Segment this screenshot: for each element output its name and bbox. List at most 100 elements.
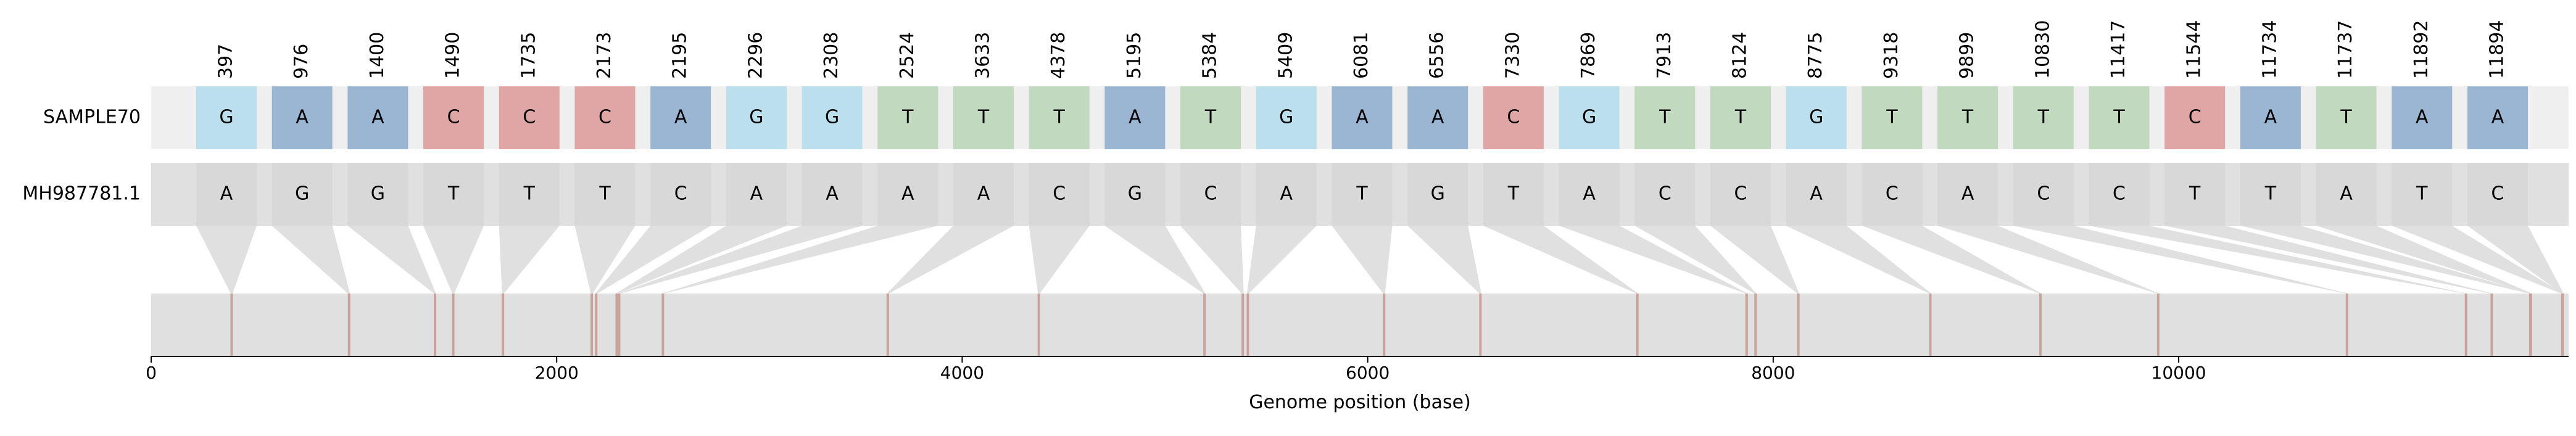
sample-base-cell <box>2089 86 2150 149</box>
sample-base-label: C <box>1507 107 1520 128</box>
reference-base-label: C <box>1053 183 1066 205</box>
reference-base-cell <box>1256 163 1317 226</box>
reference-base-label: T <box>1356 183 1368 205</box>
position-label: 5195 <box>1124 32 1145 79</box>
variant-connector <box>1246 226 1317 294</box>
position-label: 6081 <box>1351 32 1372 79</box>
variant-connector <box>1180 226 1244 294</box>
variant-connector <box>2164 226 2493 294</box>
variant-connector <box>1029 226 1090 294</box>
position-label: 7869 <box>1578 32 1599 79</box>
sample-base-label: A <box>1356 107 1369 128</box>
sample-base-cell <box>499 86 560 149</box>
reference-base-cell <box>1862 163 1923 226</box>
x-tick-label: 8000 <box>1751 363 1795 383</box>
variant-connector <box>2392 226 2564 294</box>
sample-base-label: A <box>371 107 384 128</box>
reference-base-label: T <box>1507 183 1520 205</box>
sample-base-cell <box>271 86 333 149</box>
reference-base-label: G <box>295 183 309 205</box>
sample-base-cell <box>726 86 787 149</box>
genome-track <box>151 294 2569 356</box>
sample-base-label: G <box>1279 107 1293 128</box>
sample-base-cell <box>1180 86 1241 149</box>
variant-line-group <box>230 294 2564 356</box>
reference-base-cell <box>2164 163 2226 226</box>
reference-base-cell <box>1634 163 1696 226</box>
sample-base-label: G <box>825 107 839 128</box>
reference-base-cell <box>1331 163 1393 226</box>
reference-base-label: G <box>371 183 385 205</box>
variant-connector <box>347 226 436 294</box>
position-label: 5384 <box>1199 32 1221 79</box>
sample-base-cell <box>1104 86 1166 149</box>
variant-connector <box>196 226 257 294</box>
sample-base-label: G <box>1809 107 1823 128</box>
reference-base-label: T <box>598 183 611 205</box>
reference-base-cell <box>423 163 484 226</box>
sample-base-label: C <box>447 107 460 128</box>
sample-base-label: T <box>1734 107 1747 128</box>
position-label: 11737 <box>2335 20 2356 79</box>
reference-base-cell <box>1786 163 1847 226</box>
position-label: 7913 <box>1654 32 1675 79</box>
reference-base-label: C <box>1886 183 1899 205</box>
reference-base-label: C <box>1734 183 1747 205</box>
variant-connector <box>1937 226 2160 294</box>
reference-base-label: A <box>1280 183 1293 205</box>
x-axis-label: Genome position (base) <box>1249 392 1471 413</box>
reference-base-cell <box>347 163 408 226</box>
position-label: 8775 <box>1805 32 1826 79</box>
reference-base-label: A <box>220 183 233 205</box>
sample-base-cell <box>196 86 257 149</box>
x-tick-label: 6000 <box>1346 363 1389 383</box>
reference-base-label: G <box>1128 183 1142 205</box>
reference-base-label: A <box>1961 183 1974 205</box>
sample-base-cell <box>2316 86 2377 149</box>
reference-base-label: T <box>2189 183 2201 205</box>
variant-connector <box>1786 226 1932 294</box>
sample-base-cell <box>877 86 938 149</box>
reference-base-label: A <box>750 183 763 205</box>
reference-base-cell <box>1104 163 1166 226</box>
variant-connector <box>2013 226 2348 294</box>
position-label: 2195 <box>669 32 691 79</box>
position-label: 976 <box>291 44 312 79</box>
sample-base-label: A <box>1431 107 1444 128</box>
position-label: 8124 <box>1729 32 1751 79</box>
reference-base-cell <box>1029 163 1090 226</box>
reference-base-cell <box>1710 163 1771 226</box>
position-label: 397 <box>215 44 237 79</box>
sample-base-label: A <box>2416 107 2429 128</box>
x-axis-ticks: 0 2000 4000 6000 8000 10000 <box>146 356 2206 383</box>
variant-connector <box>1407 226 1481 294</box>
reference-base-cell <box>2089 163 2150 226</box>
reference-base-cell <box>650 163 711 226</box>
position-label: 11734 <box>2259 20 2280 79</box>
variant-connector <box>499 226 560 294</box>
position-label: 9318 <box>1881 32 1902 79</box>
reference-base-cell <box>1180 163 1241 226</box>
position-label: 2524 <box>897 32 918 79</box>
sample-base-cell <box>2240 86 2301 149</box>
reference-base-cell <box>953 163 1014 226</box>
position-label: 1490 <box>442 32 464 79</box>
sample-base-cell <box>1937 86 1998 149</box>
sample-base-cell <box>1710 86 1771 149</box>
reference-base-label: G <box>1431 183 1445 205</box>
position-label: 1735 <box>518 32 539 79</box>
position-label: 7330 <box>1502 32 1523 79</box>
variant-connector <box>1331 226 1393 294</box>
reference-base-cell <box>726 163 787 226</box>
variant-connector <box>271 226 350 294</box>
reference-base-label: A <box>901 183 914 205</box>
sample-base-cell <box>1256 86 1317 149</box>
position-label: 11417 <box>2108 20 2129 79</box>
variant-connector <box>2089 226 2467 294</box>
x-tick-label: 10000 <box>2151 363 2206 383</box>
position-label: 4378 <box>1048 32 1069 79</box>
sample-base-label: T <box>1961 107 1974 128</box>
variant-connector <box>2316 226 2532 294</box>
